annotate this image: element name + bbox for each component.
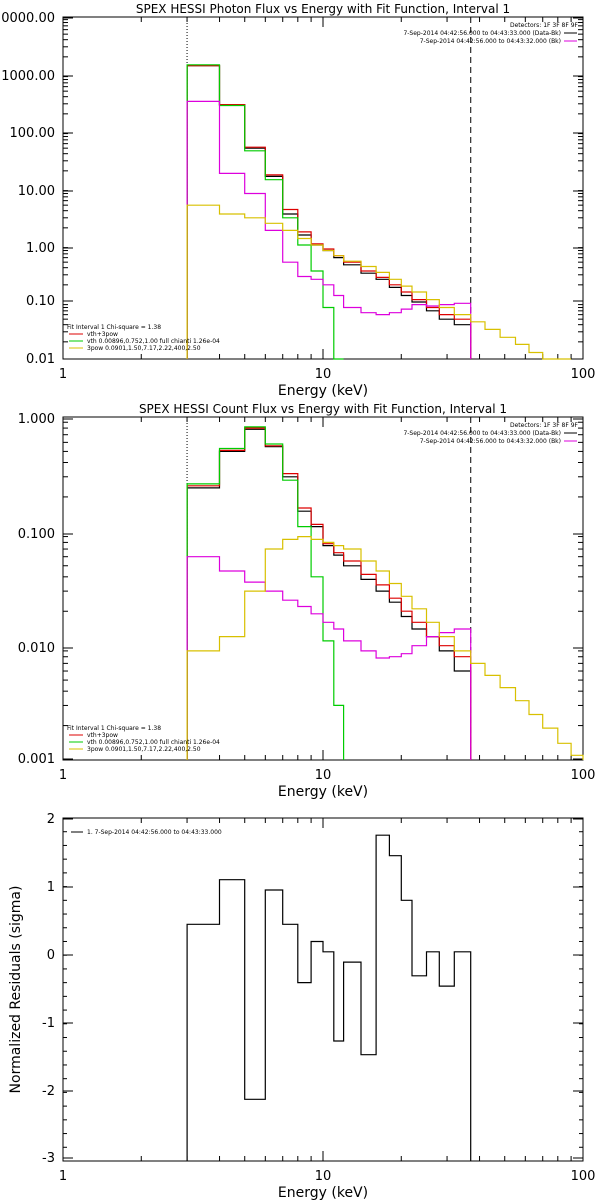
y-tick-label: 1.00 bbox=[26, 241, 55, 256]
y-tick-label: 0.01 bbox=[26, 352, 55, 367]
legend-residual-label: 1. 7-Sep-2014 04:42:56.000 to 04:43:33.0… bbox=[87, 829, 222, 836]
series-line-2-5 bbox=[186, 536, 584, 760]
x-axis-label-2: Energy (keV) bbox=[278, 784, 368, 800]
legend-fit-info: Fit Interval 1 Chi-square = 1.38 bbox=[67, 324, 161, 331]
legend-interval-1: 7-Sep-2014 04:42:56.000 to 04:43:33.000 … bbox=[403, 30, 561, 37]
x-tick-label: 100 bbox=[571, 768, 596, 783]
y-tick-label: 1000.00 bbox=[1, 69, 55, 84]
y-tick-label: 1 bbox=[47, 880, 55, 895]
y-tick-label: 10.00 bbox=[18, 184, 55, 199]
y-tick-label: 0.001 bbox=[18, 752, 55, 767]
series-line-1-4 bbox=[186, 100, 472, 359]
plot-frame-3 bbox=[62, 817, 584, 1162]
y-tick-label: 2 bbox=[47, 812, 55, 827]
series-line-1-5 bbox=[186, 204, 572, 360]
y-tick-label: 1.000 bbox=[18, 412, 55, 427]
y-tick-label: 0.100 bbox=[18, 527, 55, 542]
chart-title-1: SPEX HESSI Photon Flux vs Energy with Fi… bbox=[136, 2, 510, 16]
y-tick-label: 0.10 bbox=[26, 294, 55, 309]
series-line-2-2 bbox=[186, 427, 472, 760]
series-line-2-1 bbox=[186, 428, 472, 760]
legend-fit-label-1: vth+3pow bbox=[87, 732, 118, 739]
legend-fit-label-3: 3pow 0.0901,1.50,7.17,2.22,400,2.50 bbox=[87, 746, 201, 753]
series-line-2-4 bbox=[186, 556, 472, 760]
y-tick-label: 100.00 bbox=[10, 126, 56, 141]
y-axis-label-3: Normalized Residuals (sigma) bbox=[8, 886, 24, 1094]
legend-interval-2: 7-Sep-2014 04:42:56.000 to 04:43:32.000 … bbox=[420, 438, 561, 445]
y-tick-label: 0000.00 bbox=[1, 11, 55, 26]
x-tick-label: 10 bbox=[315, 768, 332, 783]
y-tick-label: -2 bbox=[42, 1084, 55, 1099]
chart-title-2: SPEX HESSI Count Flux vs Energy with Fit… bbox=[139, 402, 507, 416]
series-line-1-1 bbox=[186, 65, 472, 359]
legend-interval-2: 7-Sep-2014 04:42:56.000 to 04:43:32.000 … bbox=[420, 38, 561, 45]
legend-fit-info: Fit Interval 1 Chi-square = 1.38 bbox=[67, 725, 161, 732]
legend-fit-label-1: vth+3pow bbox=[87, 331, 118, 338]
legend-detectors: Detectors: 1F 3F 8F 9F bbox=[510, 22, 579, 29]
legend-detectors: Detectors: 1F 3F 8F 9F bbox=[510, 422, 579, 429]
x-tick-label: 1 bbox=[59, 768, 67, 783]
legend-fit-label-3: 3pow 0.0901,1.50,7.17,2.22,400,2.50 bbox=[87, 345, 201, 352]
y-tick-label: -3 bbox=[42, 1151, 55, 1166]
y-tick-label: -1 bbox=[42, 1016, 55, 1031]
series-line-1-2 bbox=[186, 65, 472, 359]
x-axis-label-1: Energy (keV) bbox=[278, 383, 368, 399]
legend-fit-label-2: vth 0.00896,0.752,1.00 full chianti 1.26… bbox=[87, 338, 220, 345]
y-tick-label: 0.010 bbox=[18, 641, 55, 656]
x-tick-label: 100 bbox=[571, 1169, 596, 1184]
y-tick-label: 0 bbox=[47, 948, 55, 963]
x-axis-label-3: Energy (keV) bbox=[278, 1185, 368, 1200]
x-tick-label: 10 bbox=[315, 367, 332, 382]
series-line-3-1 bbox=[186, 834, 472, 1161]
x-tick-label: 1 bbox=[59, 367, 67, 382]
x-tick-label: 10 bbox=[315, 1169, 332, 1184]
legend-interval-1: 7-Sep-2014 04:42:56.000 to 04:43:33.000 … bbox=[403, 430, 561, 437]
series-line-2-3 bbox=[186, 426, 345, 760]
x-tick-label: 100 bbox=[571, 367, 596, 382]
legend-fit-label-2: vth 0.00896,0.752,1.00 full chianti 1.26… bbox=[87, 739, 220, 746]
x-tick-label: 1 bbox=[59, 1169, 67, 1184]
